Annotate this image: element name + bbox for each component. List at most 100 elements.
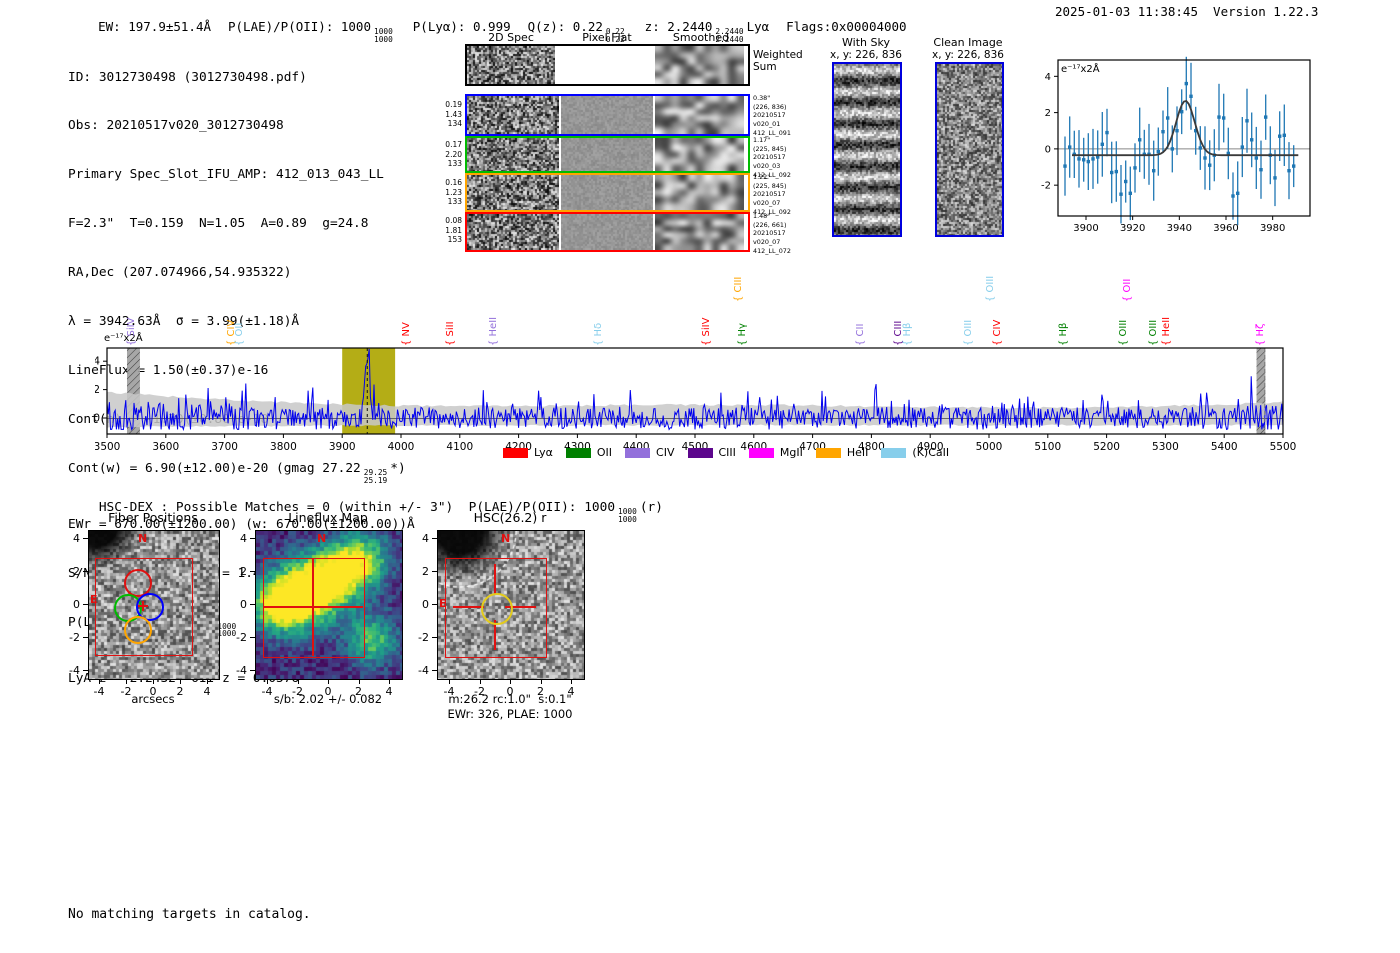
x-tick-mark <box>328 679 329 684</box>
flat-strip-canvas <box>561 138 653 171</box>
x-tick-mark <box>297 679 299 684</box>
col-header-2dspec: 2D Spec <box>488 31 534 44</box>
emission-line-labels: { SiIV{ CIV{ OII{ NV{ SiII{ HeII{ Hδ{ Si… <box>0 268 1400 348</box>
x-tick-mark <box>180 679 181 684</box>
svg-text:e⁻¹⁷x2Å: e⁻¹⁷x2Å <box>1061 62 1100 75</box>
svg-text:0: 0 <box>1045 144 1051 155</box>
svg-text:3940: 3940 <box>1167 223 1192 234</box>
qz-value: Q(z): 0.22 <box>527 19 603 34</box>
legend-label: CIII <box>718 446 736 459</box>
fiber-strip-2 <box>465 136 750 173</box>
footer-notes: No matching targets in catalog. Row inte… <box>68 875 311 953</box>
with-sky-image <box>832 62 902 237</box>
noise-strip-canvas <box>467 214 559 250</box>
noise-strip-canvas <box>467 138 559 171</box>
legend-item-civ: CIV <box>625 446 675 459</box>
fiber-weights-4: 0.08 1.81 153 <box>445 216 462 244</box>
x-tick-label: 4 <box>567 685 575 698</box>
svg-text:4: 4 <box>95 356 100 368</box>
x-tick-label: -4 <box>443 685 455 698</box>
y-tick-mark <box>432 538 437 540</box>
hsc-cutout-title: HSC(26.2) r <box>473 510 547 525</box>
clean-image-header: Clean Image x, y: 226, 836 <box>932 36 1004 61</box>
fiber-positions-title: Fiber Positions <box>108 510 198 525</box>
flags-value: Flags:0x00004000 <box>786 19 907 34</box>
lineflux-caption: s/b: 2.02 +/- 0.082 <box>273 692 383 706</box>
fiber-weights-2: 0.17 2.20 133 <box>445 140 462 168</box>
y-tick-label: 4 <box>73 532 80 546</box>
x-tick-mark <box>389 679 390 684</box>
legend-label: Lyα <box>534 446 553 459</box>
y-tick-label: -2 <box>69 630 80 644</box>
legend-item-ciii: CIII <box>687 446 736 459</box>
legend-swatch <box>625 447 651 458</box>
with-sky-header: With Sky x, y: 226, 836 <box>830 36 902 61</box>
x-tick-label: -2 <box>292 685 303 698</box>
y-tick-mark <box>250 669 255 671</box>
svg-text:2: 2 <box>1045 108 1051 119</box>
smooth-strip-canvas <box>655 214 744 250</box>
svg-text:5200: 5200 <box>1093 441 1120 453</box>
y-tick-mark <box>83 669 88 671</box>
svg-text:3800: 3800 <box>270 441 297 453</box>
col-header-smoothed: Smoothed <box>672 31 730 44</box>
fiber-strip-3 <box>465 173 750 212</box>
fiber-weights-1: 0.19 1.43 134 <box>445 100 462 128</box>
qz-uncertainty: 0.22 0.22 <box>605 27 625 44</box>
footer-line-1: No matching targets in catalog. <box>68 907 311 922</box>
line-label-ciii: { CIII <box>732 276 744 302</box>
svg-text:5000: 5000 <box>976 441 1003 453</box>
gmag-uncertainty: 29.25 25.19 <box>363 467 388 485</box>
y-tick-mark <box>432 604 437 605</box>
flat-strip-canvas <box>561 96 653 134</box>
y-tick-label: 2 <box>422 565 429 579</box>
hsc-caption-1: m:26.2 rc:1.0" s:0.1" <box>448 692 572 706</box>
noise-strip-canvas <box>467 46 555 84</box>
spectrum-units-label: e⁻¹⁷x2Å <box>104 333 143 344</box>
col-header-pixelflat: Pixel Flat <box>582 31 632 44</box>
y-tick-mark <box>83 636 88 638</box>
svg-text:2: 2 <box>95 384 100 396</box>
observation-id: Obs: 20210517v020_3012730498 <box>68 118 284 134</box>
weighted-sum-strip <box>465 44 750 86</box>
y-tick-label: 2 <box>73 565 80 579</box>
timestamp-version: 2025-01-03 11:38:45 Version 1.22.3 <box>1055 4 1319 19</box>
pixel-flat-blank <box>557 46 653 84</box>
primary-amp: Primary Spec_Slot_IFU_AMP: 412_013_043_L… <box>68 167 384 183</box>
svg-text:4100: 4100 <box>446 441 473 453</box>
svg-text:3980: 3980 <box>1260 223 1285 234</box>
hsc-cutout-image <box>437 530 585 680</box>
x-tick-mark <box>153 679 154 684</box>
svg-text:3700: 3700 <box>211 441 238 453</box>
svg-text:3900: 3900 <box>329 441 356 453</box>
x-tick-label: 2 <box>537 685 544 698</box>
svg-text:5100: 5100 <box>1034 441 1061 453</box>
legend-item-lyα: Lyα <box>503 446 553 459</box>
y-tick-label: -4 <box>418 663 429 677</box>
y-tick-mark <box>432 636 437 638</box>
legend-label: CIV <box>656 446 675 459</box>
y-tick-mark <box>250 571 255 573</box>
fiber-positions-image <box>88 530 220 680</box>
svg-text:3600: 3600 <box>152 441 179 453</box>
spectrum-legend: Lyα OII CIV CIII MgII HeII (K)CaII <box>503 446 962 459</box>
legend-item-mgii: MgII <box>748 446 803 459</box>
svg-text:4: 4 <box>1045 72 1051 83</box>
x-tick-mark <box>510 679 511 684</box>
y-tick-label: 4 <box>240 532 247 546</box>
legend-swatch <box>815 447 841 458</box>
legend-swatch <box>503 447 528 458</box>
svg-text:4900: 4900 <box>917 441 944 453</box>
hsc-caption-2: EWr: 326, PLAE: 1000 <box>447 707 573 721</box>
z-uncertainty: 2.2440 2.2440 <box>715 27 744 44</box>
hsc-plae-uncertainty: 1000 1000 <box>618 507 637 524</box>
fiber-weights-3: 0.16 1.23 133 <box>445 178 462 206</box>
noise-strip-canvas <box>467 175 559 210</box>
clean-image <box>935 62 1004 237</box>
fiber-xlabel: arcsecs <box>131 692 175 706</box>
x-tick-label: 0 <box>324 685 332 698</box>
hsc-dex-matches-line: HSC-DEX : Possible Matches = 0 (within +… <box>98 500 663 524</box>
legend-label: HeII <box>846 446 869 459</box>
plya-value: P(Lyα): 0.999 <box>412 19 511 34</box>
